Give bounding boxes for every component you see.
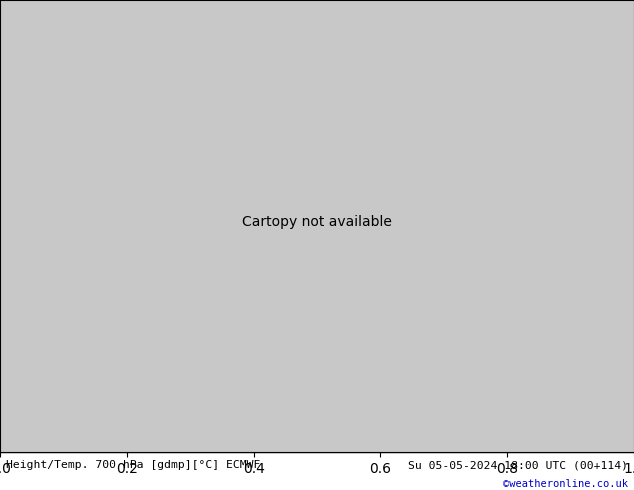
Text: Su 05-05-2024 18:00 UTC (00+114): Su 05-05-2024 18:00 UTC (00+114): [408, 460, 628, 470]
Text: Cartopy not available: Cartopy not available: [242, 215, 392, 229]
Text: Height/Temp. 700 hPa [gdmp][°C] ECMWF: Height/Temp. 700 hPa [gdmp][°C] ECMWF: [6, 460, 261, 470]
Text: ©weatheronline.co.uk: ©weatheronline.co.uk: [503, 479, 628, 490]
